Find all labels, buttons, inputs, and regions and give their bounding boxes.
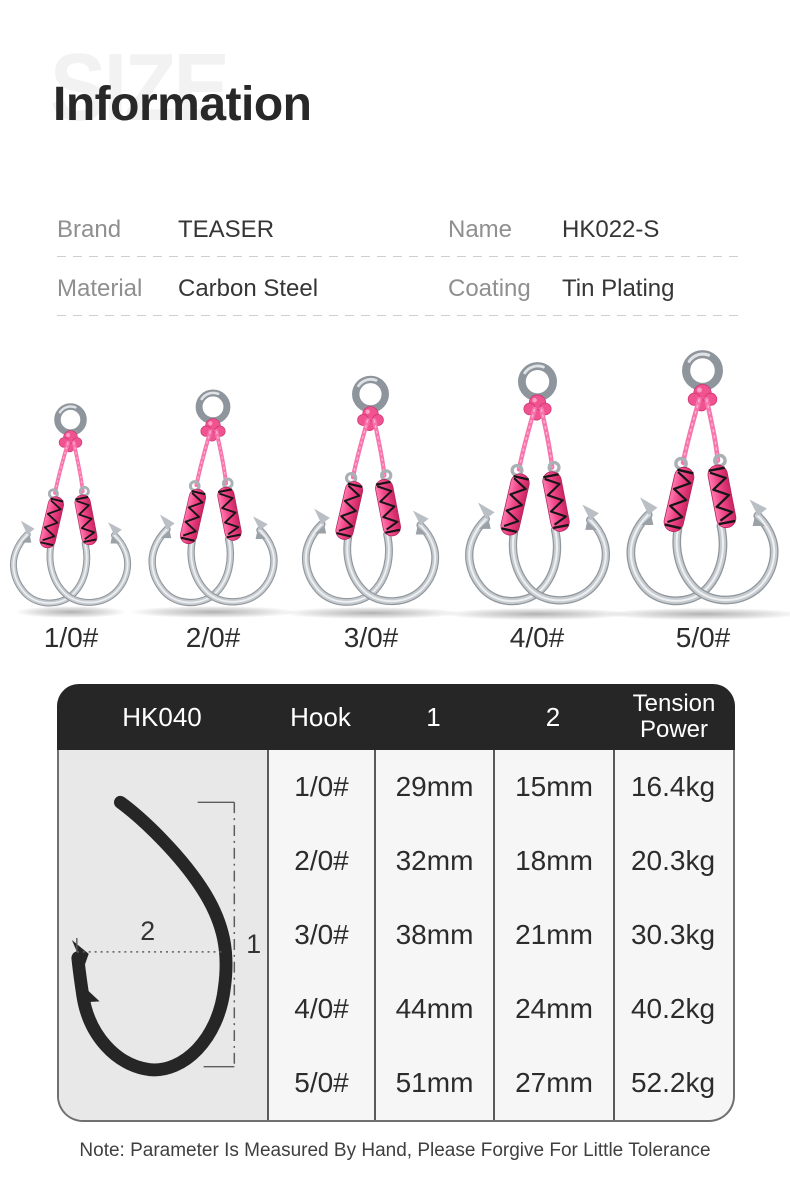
size-watermark: SIZE — [50, 34, 230, 141]
cell-len1: 32mm — [395, 845, 474, 876]
cell-tension: 16.4kg — [630, 771, 716, 802]
cell-len2: 15mm — [515, 771, 593, 802]
info-row-brand-name: Brand TEASER Name HK022-S — [57, 203, 744, 257]
hook-shadow — [605, 608, 790, 620]
page-title: Information — [53, 78, 312, 131]
header-cell-len1: 1 — [426, 701, 441, 732]
coating-label: Coating — [448, 275, 531, 302]
brand-value: TEASER — [178, 216, 275, 243]
hooks-gallery: 1/0# 2/0# 3/0# 4/0# 5/0# — [0, 330, 790, 665]
table-header: HK040 Hook 1 2 Tension Power — [57, 684, 735, 750]
cell-hook: 1/0# — [294, 771, 349, 802]
note-text: Note: Parameter Is Measured By Hand, Ple… — [79, 1140, 711, 1161]
cell-hook: 3/0# — [294, 919, 349, 950]
cell-len1: 51mm — [395, 1067, 474, 1098]
column-len1: 29mm 32mm 38mm 44mm 51mm — [374, 750, 493, 1120]
cell-tension: 52.2kg — [630, 1067, 716, 1098]
info-row-material-coating: Material Carbon Steel Coating Tin Platin… — [57, 262, 744, 316]
cell-hook: 5/0# — [294, 1067, 349, 1098]
hook-photo-5-0 — [600, 346, 790, 612]
column-tension: 16.4kg 20.3kg 30.3kg 40.2kg 52.2kg — [613, 750, 731, 1120]
column-hook: 1/0# 2/0# 3/0# 4/0# 5/0# — [267, 750, 374, 1120]
hook-size-label: 1/0# — [43, 622, 99, 653]
cell-tension: 40.2kg — [630, 993, 716, 1024]
hook-shadow — [283, 607, 459, 619]
table-body: 1 2 1/0# 2/0# 3/0# 4/0# 5/0# 29mm 32mm 3… — [57, 750, 735, 1122]
hook-diagram-column: 1 2 — [59, 750, 267, 1120]
header-cell-len2: 2 — [545, 701, 561, 732]
header-cell-model: HK040 — [122, 701, 202, 732]
hook-size-label: 5/0# — [675, 622, 731, 653]
hook-photo-2-0 — [126, 386, 300, 612]
spec-table: HK040 Hook 1 2 Tension Power 1 — [57, 684, 735, 1122]
hook-photo-3-0 — [278, 372, 463, 612]
brand-label: Brand — [57, 216, 122, 243]
cell-len2: 27mm — [515, 1067, 593, 1098]
coating-value: Tin Plating — [562, 275, 675, 302]
name-value: HK022-S — [562, 216, 660, 243]
material-label: Material — [57, 275, 143, 302]
column-len2: 15mm 18mm 21mm 24mm 27mm — [493, 750, 613, 1120]
hook-size-label: 3/0# — [343, 622, 399, 653]
cell-len1: 38mm — [395, 919, 474, 950]
cell-len1: 29mm — [395, 771, 474, 802]
dashed-divider — [57, 315, 744, 316]
diagram-dim1-label: 1 — [246, 929, 261, 959]
hook-shadow — [130, 606, 296, 618]
hook-diagram: 1 2 — [71, 795, 261, 1077]
cell-len2: 18mm — [515, 845, 593, 876]
material-value: Carbon Steel — [178, 275, 319, 302]
cell-tension: 30.3kg — [630, 919, 716, 950]
name-label: Name — [448, 216, 513, 243]
header-cell-tension: Tension Power — [632, 689, 716, 743]
cell-hook: 2/0# — [294, 845, 349, 876]
hook-size-label: 2/0# — [185, 622, 241, 653]
diagram-dim2-label: 2 — [140, 916, 155, 946]
dashed-divider — [57, 256, 744, 257]
hook-size-label: 4/0# — [509, 622, 565, 653]
cell-len1: 44mm — [395, 993, 474, 1024]
cell-hook: 4/0# — [294, 993, 349, 1024]
hook-shadow — [16, 606, 126, 618]
hook-shadow — [444, 608, 630, 620]
cell-len2: 21mm — [515, 919, 593, 950]
cell-len2: 24mm — [515, 993, 593, 1024]
header-cell-hook: Hook — [290, 701, 351, 732]
cell-tension: 20.3kg — [630, 845, 716, 876]
